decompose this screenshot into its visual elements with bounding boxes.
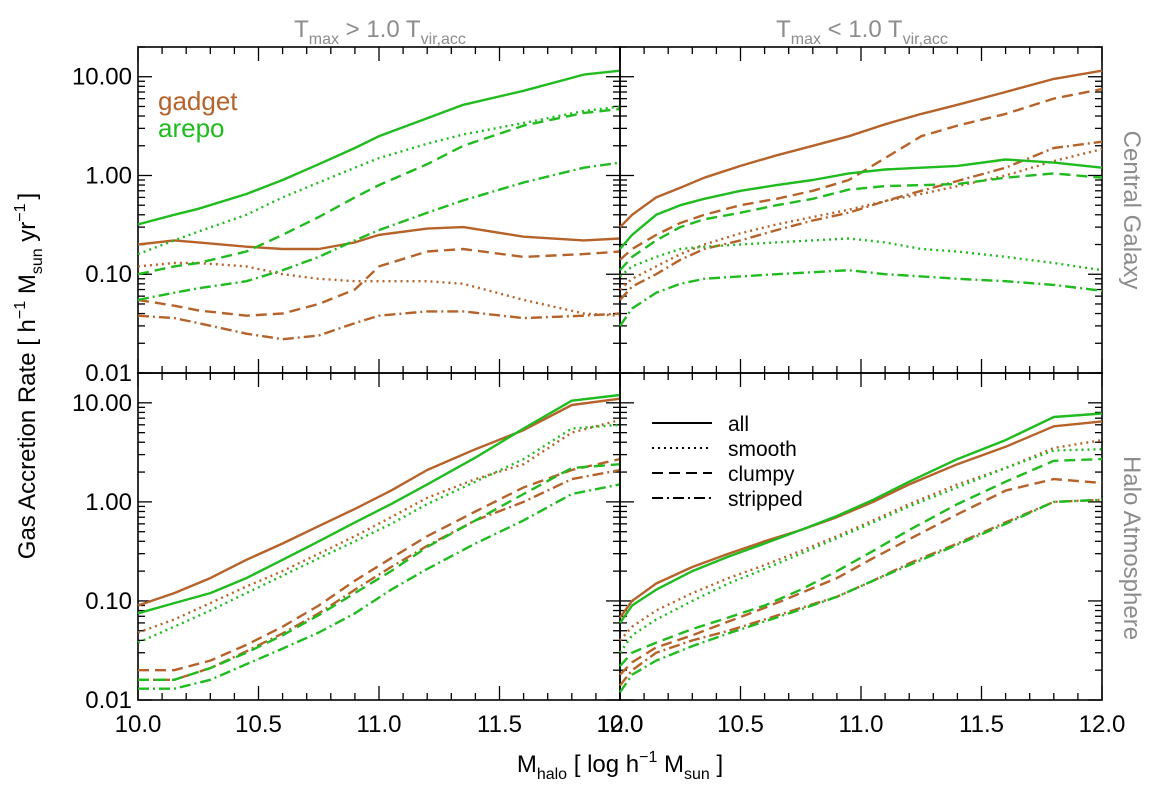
series-gadget-smooth [137, 418, 621, 634]
panel-bottom-left: 10.0 10.5 11.0 11.5 12.0 0.01 0.10 1.00 10.00 [72, 372, 644, 738]
series-arepo-all [137, 393, 621, 615]
series-gadget-smooth [137, 261, 621, 317]
legend-code-gadget: gadget [158, 86, 238, 116]
y-tick-label: 1.00 [85, 162, 132, 189]
series-gadget-clumpy [619, 477, 1103, 676]
y-tick-label: 0.10 [85, 261, 132, 288]
x-tick-label: 10.5 [717, 711, 764, 738]
series-gadget-clumpy [138, 457, 621, 672]
series-arepo-smooth [137, 423, 621, 644]
series-arepo-all [619, 158, 1103, 250]
panel-top-right [619, 46, 1103, 374]
series-gadget-smooth [619, 438, 1103, 642]
legend-code-arepo: arepo [158, 113, 225, 143]
y-tick-label: 1.00 [85, 489, 132, 516]
x-tick-label: 11.0 [357, 711, 402, 738]
column-title-high-temp: Tmax > 1.0 Tvir,acc [294, 16, 466, 48]
row-title-halo-atmosphere: Halo Atmosphere [1118, 456, 1145, 640]
legend-label-clumpy: clumpy [728, 463, 795, 486]
series-arepo-clumpy [137, 107, 621, 276]
y-tick-label: 0.10 [85, 588, 132, 615]
series-arepo-stripped [619, 269, 1103, 327]
legend-label-stripped: stripped [728, 488, 803, 511]
series-gadget-stripped [619, 498, 1103, 687]
series-gadget-all [137, 397, 621, 607]
series-arepo-smooth [619, 237, 1103, 278]
series-gadget-stripped [138, 468, 621, 681]
x-tick-label: 10.5 [235, 711, 282, 738]
row-title-central-galaxy: Central Galaxy [1118, 131, 1145, 290]
y-tick-label: 0.01 [85, 687, 132, 714]
legend-label-smooth: smooth [728, 438, 797, 461]
series-arepo-smooth [619, 448, 1103, 654]
y-tick-label: 0.01 [85, 360, 132, 387]
x-tick-label: 10.0 [597, 711, 644, 738]
y-tick-label: 10.00 [72, 64, 132, 91]
column-title-low-temp: Tmax < 1.0 Tvir,acc [776, 16, 948, 48]
panel-frame [137, 372, 621, 701]
series-arepo-stripped [137, 161, 621, 302]
panel-bottom-right: 10.0 10.5 11.0 11.5 12.0 [597, 372, 1126, 738]
x-axis-label: Mhalo [ log h−1 Msun ] [517, 749, 723, 783]
series-arepo-stripped [138, 483, 621, 690]
series-gadget-clumpy [137, 247, 621, 317]
x-tick-label: 11.5 [959, 711, 1004, 738]
y-axis-label: Gas Accretion Rate [ h−1 Msun yr−1] [12, 193, 46, 559]
series-gadget-all [137, 225, 621, 251]
series-arepo-clumpy [619, 457, 1103, 667]
series-arepo-all [619, 412, 1103, 624]
series-arepo-clumpy [138, 463, 621, 681]
x-tick-label: 11.5 [477, 711, 522, 738]
x-tick-label: 10.0 [115, 711, 162, 738]
y-tick-label: 10.00 [72, 390, 132, 417]
panel-top-left: 0.01 0.10 1.00 10.00 [72, 46, 621, 387]
x-tick-label: 12.0 [1079, 711, 1126, 738]
series-arepo-clumpy [619, 172, 1103, 272]
series-gadget-smooth [619, 147, 1103, 291]
series-arepo-all [137, 69, 621, 226]
series-arepo-smooth [137, 105, 621, 256]
series-gadget-clumpy [619, 87, 1103, 261]
x-tick-label: 12.0 [597, 711, 644, 738]
series-arepo-stripped [619, 498, 1103, 693]
series-gadget-stripped [137, 310, 621, 341]
series-gadget-stripped [619, 140, 1103, 301]
series-gadget-all [619, 420, 1103, 619]
legend-label-all: all [728, 413, 749, 436]
series-gadget-all [619, 69, 1103, 228]
x-tick-label: 11.0 [839, 711, 884, 738]
